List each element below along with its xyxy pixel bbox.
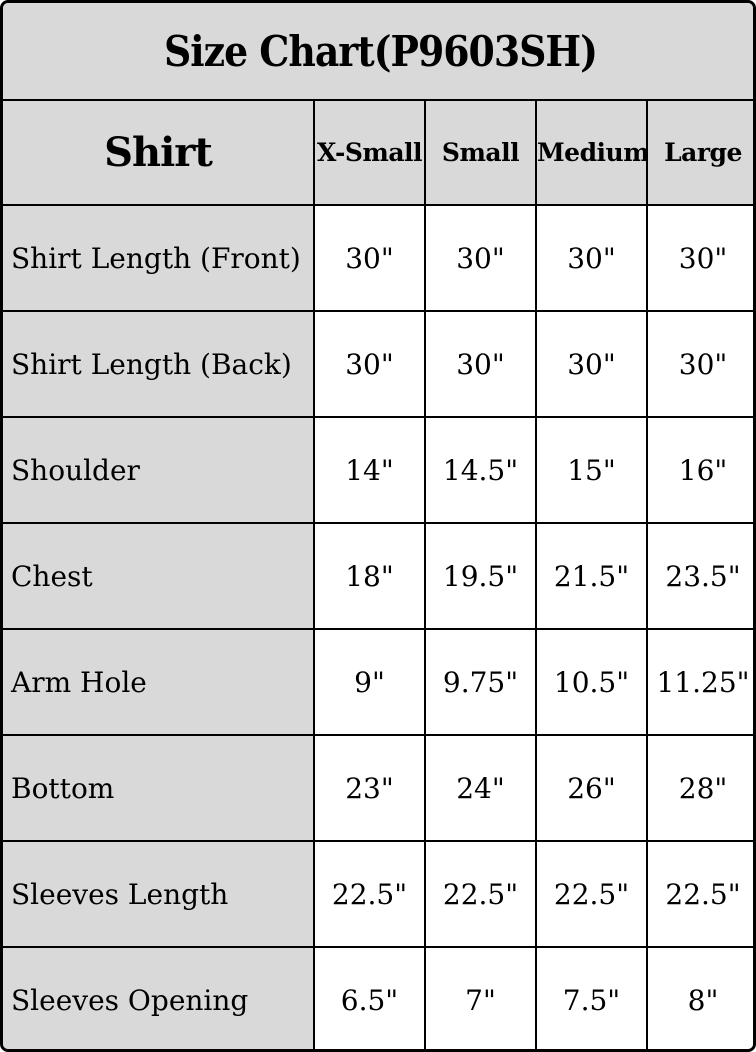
row-label: Bottom <box>3 734 315 842</box>
cell-value: 22.5" <box>535 840 648 948</box>
cell-value: 6.5" <box>313 946 426 1049</box>
cell-value: 28" <box>645 734 753 842</box>
cell-value: 9.75" <box>424 628 537 736</box>
size-header-small: Small <box>424 99 537 206</box>
cell-value: 26" <box>535 734 648 842</box>
row-label: Chest <box>3 522 315 630</box>
size-header-xsmall: X-Small <box>313 99 426 206</box>
cell-value: 10.5" <box>535 628 648 736</box>
cell-value: 7" <box>424 946 537 1049</box>
cell-value: 22.5" <box>424 840 537 948</box>
cell-value: 30" <box>313 310 426 418</box>
size-chart-table: Size Chart(P9603SH) Shirt X-Small Small … <box>3 3 753 1049</box>
cell-value: 16" <box>645 416 753 524</box>
table-row-chest: Chest 18" 19.5" 21.5" 23.5" <box>3 522 753 630</box>
row-label: Sleeves Length <box>3 840 315 948</box>
cell-value: 24" <box>424 734 537 842</box>
table-row-shirt-length-front: Shirt Length (Front) 30" 30" 30" 30" <box>3 204 753 312</box>
cell-value: 9" <box>313 628 426 736</box>
cell-value: 15" <box>535 416 648 524</box>
chart-title: Size Chart(P9603SH) <box>3 3 753 101</box>
table-row-sleeves-opening: Sleeves Opening 6.5" 7" 7.5" 8" <box>3 946 753 1049</box>
cell-value: 8" <box>645 946 753 1049</box>
cell-value: 30" <box>645 204 753 312</box>
size-header-medium: Medium <box>535 99 648 206</box>
cell-value: 30" <box>424 310 537 418</box>
cell-value: 30" <box>645 310 753 418</box>
table-row-bottom: Bottom 23" 24" 26" 28" <box>3 734 753 842</box>
title-row: Size Chart(P9603SH) <box>3 3 753 101</box>
header-row: Shirt X-Small Small Medium Large <box>3 99 753 206</box>
row-label: Shirt Length (Front) <box>3 204 315 312</box>
cell-value: 23.5" <box>645 522 753 630</box>
cell-value: 14" <box>313 416 426 524</box>
cell-value: 23" <box>313 734 426 842</box>
table-row-arm-hole: Arm Hole 9" 9.75" 10.5" 11.25" <box>3 628 753 736</box>
table-row-shoulder: Shoulder 14" 14.5" 15" 16" <box>3 416 753 524</box>
row-label: Arm Hole <box>3 628 315 736</box>
cell-value: 30" <box>535 310 648 418</box>
row-label: Shirt Length (Back) <box>3 310 315 418</box>
cell-value: 14.5" <box>424 416 537 524</box>
row-label: Sleeves Opening <box>3 946 315 1049</box>
cell-value: 19.5" <box>424 522 537 630</box>
table-row-shirt-length-back: Shirt Length (Back) 30" 30" 30" 30" <box>3 310 753 418</box>
row-label: Shoulder <box>3 416 315 524</box>
table-row-sleeves-length: Sleeves Length 22.5" 22.5" 22.5" 22.5" <box>3 840 753 948</box>
cell-value: 18" <box>313 522 426 630</box>
cell-value: 11.25" <box>645 628 753 736</box>
size-header-large: Large <box>645 99 753 206</box>
cell-value: 30" <box>535 204 648 312</box>
cell-value: 22.5" <box>645 840 753 948</box>
cell-value: 21.5" <box>535 522 648 630</box>
product-header: Shirt <box>3 99 315 206</box>
cell-value: 7.5" <box>535 946 648 1049</box>
cell-value: 30" <box>424 204 537 312</box>
cell-value: 30" <box>313 204 426 312</box>
cell-value: 22.5" <box>313 840 426 948</box>
